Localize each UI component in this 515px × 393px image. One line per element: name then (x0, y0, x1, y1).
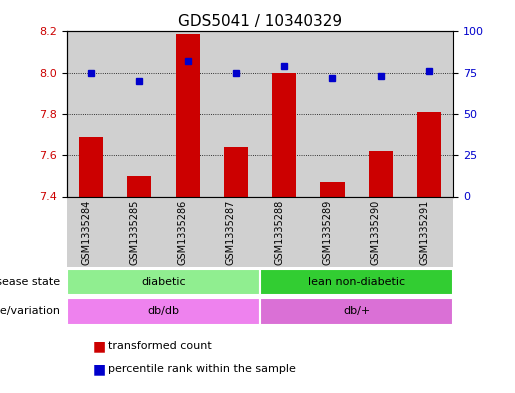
FancyBboxPatch shape (260, 298, 453, 325)
Bar (176, 33, 200, 196)
Bar (212, 31, 260, 196)
Text: GSM1335291: GSM1335291 (419, 200, 429, 265)
Title: GDS5041 / 10340329: GDS5041 / 10340329 (178, 14, 342, 29)
Bar (356, 31, 405, 196)
Bar (67, 196, 115, 267)
Bar (79, 137, 103, 196)
Text: lean non-diabetic: lean non-diabetic (308, 277, 405, 287)
Bar (260, 31, 308, 196)
Bar (127, 176, 151, 196)
Bar (369, 151, 393, 196)
Text: percentile rank within the sample: percentile rank within the sample (108, 364, 296, 375)
Text: GSM1335285: GSM1335285 (129, 200, 140, 265)
Text: GSM1335289: GSM1335289 (322, 200, 333, 265)
FancyBboxPatch shape (260, 269, 453, 295)
FancyBboxPatch shape (67, 269, 260, 295)
Text: GSM1335288: GSM1335288 (274, 200, 284, 265)
Bar (67, 31, 115, 196)
Text: db/+: db/+ (343, 307, 370, 316)
Bar (405, 196, 453, 267)
Text: diabetic: diabetic (141, 277, 186, 287)
Bar (272, 73, 296, 196)
Bar (320, 182, 345, 196)
Bar (405, 31, 453, 196)
Bar (356, 196, 405, 267)
Text: db/db: db/db (147, 307, 180, 316)
Text: disease state: disease state (0, 277, 67, 287)
Bar (260, 196, 308, 267)
Bar (163, 31, 212, 196)
FancyBboxPatch shape (67, 298, 260, 325)
Bar (308, 31, 356, 196)
Bar (212, 196, 260, 267)
Text: GSM1335290: GSM1335290 (371, 200, 381, 265)
Bar (308, 196, 356, 267)
Text: GSM1335287: GSM1335287 (226, 200, 236, 265)
Text: transformed count: transformed count (108, 341, 212, 351)
Text: genotype/variation: genotype/variation (0, 307, 67, 316)
Bar (163, 196, 212, 267)
Text: ■: ■ (93, 362, 106, 376)
Text: GSM1335286: GSM1335286 (178, 200, 187, 265)
Text: GSM1335284: GSM1335284 (81, 200, 91, 265)
Text: ■: ■ (93, 339, 106, 353)
Bar (224, 147, 248, 196)
Bar (115, 196, 163, 267)
Bar (115, 31, 163, 196)
Bar (417, 112, 441, 196)
